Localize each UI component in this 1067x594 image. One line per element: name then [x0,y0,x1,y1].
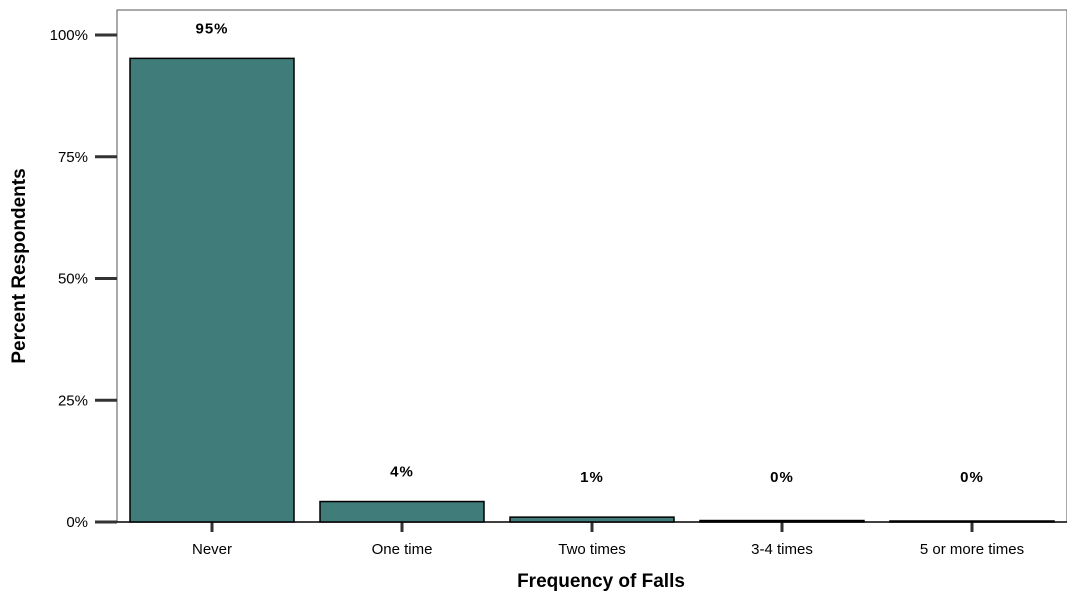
bar [129,57,295,523]
bar [889,520,1055,523]
x-tick-label: 5 or more times [920,541,1024,558]
x-axis-title: Frequency of Falls [517,571,685,592]
x-tick-label: Never [192,541,232,558]
data-label: 0% [770,469,794,486]
y-tick-label: 100% [50,27,88,44]
y-tick-label: 50% [58,271,88,288]
y-tick-label: 0% [66,514,88,531]
data-label: 1% [580,469,604,486]
y-axis-title: Percent Respondents [9,168,30,363]
x-axis: Never One time Two times 3-4 times 5 or more… [117,521,1067,558]
data-label: 4% [390,464,414,481]
data-label: 95% [195,20,228,37]
y-tick-label: 25% [58,392,88,409]
bars [129,57,1055,523]
x-tick-label: 3-4 times [751,541,813,558]
y-tick-label: 75% [58,149,88,166]
x-tick-label: One time [372,541,433,558]
x-tick-label: Two times [558,541,626,558]
data-labels: 95% 4% 1% 0% 0% [195,20,984,486]
bar [699,519,865,523]
bar [319,500,485,523]
bar [509,516,675,523]
y-axis: 0% 25% 50% 75% 100% [50,27,117,531]
data-label: 0% [960,469,984,486]
